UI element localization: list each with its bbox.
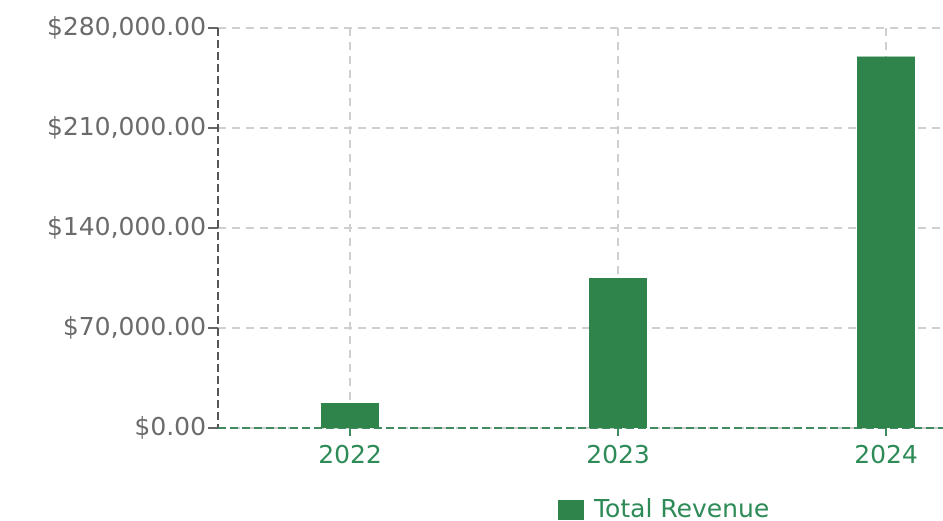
legend-swatch: [558, 500, 584, 520]
x-tick-label: 2023: [586, 440, 650, 469]
legend-label: Total Revenue: [593, 494, 769, 521]
bar: [857, 56, 915, 428]
y-tick-label: $280,000.00: [47, 12, 206, 41]
y-tick-label: $210,000.00: [47, 112, 206, 141]
bar: [321, 403, 379, 428]
bar: [589, 278, 647, 428]
y-tick-label: $140,000.00: [47, 212, 206, 241]
x-tick-label: 2022: [318, 440, 382, 469]
x-tick-label: 2024: [854, 440, 918, 469]
y-tick-label: $0.00: [134, 412, 206, 441]
y-tick-label: $70,000.00: [63, 312, 206, 341]
